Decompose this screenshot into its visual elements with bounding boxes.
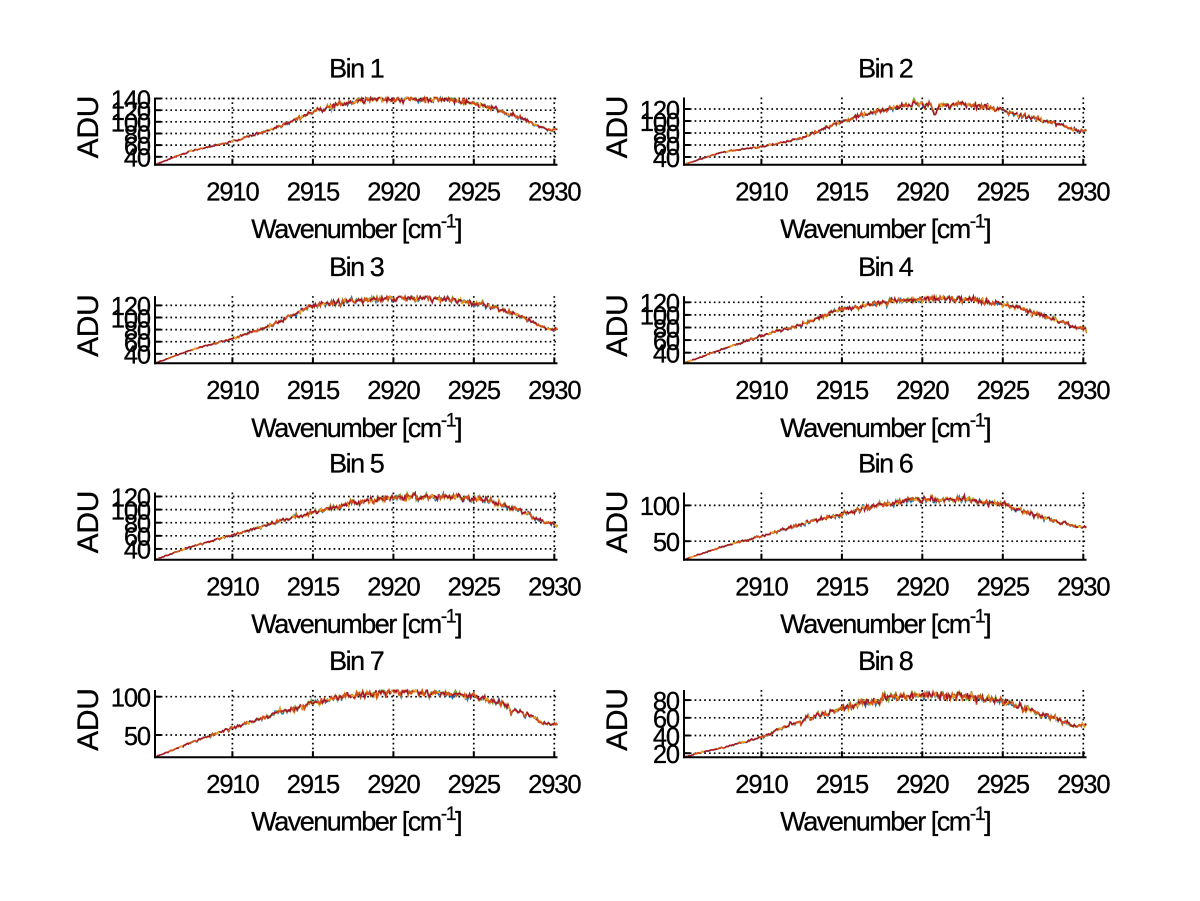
svg-text:2910: 2910	[206, 771, 259, 799]
svg-text:Bin 2: Bin 2	[858, 54, 913, 84]
svg-text:2910: 2910	[735, 771, 788, 799]
svg-text:ADU: ADU	[601, 688, 634, 750]
svg-text:2910: 2910	[735, 179, 788, 207]
svg-text:Bin 4: Bin 4	[858, 252, 914, 282]
svg-text:120: 120	[640, 97, 680, 125]
svg-text:Bin 3: Bin 3	[329, 252, 384, 282]
svg-text:120: 120	[111, 98, 151, 126]
svg-text:Wavenumber [cm-1]: Wavenumber [cm-1]	[780, 803, 990, 837]
svg-text:100: 100	[111, 497, 151, 525]
svg-text:Bin 5: Bin 5	[329, 449, 384, 479]
svg-text:2925: 2925	[448, 179, 501, 207]
svg-text:2930: 2930	[1057, 771, 1110, 799]
svg-text:2925: 2925	[448, 377, 501, 405]
svg-text:2915: 2915	[287, 771, 340, 799]
svg-text:140: 140	[111, 86, 151, 114]
svg-text:100: 100	[111, 685, 151, 713]
svg-text:ADU: ADU	[72, 294, 105, 356]
svg-text:2930: 2930	[1057, 179, 1110, 207]
svg-text:100: 100	[640, 109, 680, 137]
svg-text:Wavenumber [cm-1]: Wavenumber [cm-1]	[780, 211, 990, 245]
svg-text:2930: 2930	[528, 377, 581, 405]
svg-text:2920: 2920	[367, 771, 420, 799]
svg-text:40: 40	[653, 341, 680, 369]
svg-text:2915: 2915	[287, 377, 340, 405]
svg-text:100: 100	[640, 303, 680, 331]
svg-text:2925: 2925	[977, 771, 1030, 799]
svg-text:50: 50	[653, 529, 680, 557]
svg-text:2910: 2910	[206, 574, 259, 602]
svg-text:120: 120	[111, 484, 151, 512]
svg-text:Bin 6: Bin 6	[858, 449, 913, 479]
svg-text:2925: 2925	[448, 771, 501, 799]
svg-text:ADU: ADU	[601, 294, 634, 356]
svg-text:60: 60	[653, 328, 680, 356]
svg-text:2920: 2920	[896, 179, 949, 207]
svg-text:2930: 2930	[1057, 377, 1110, 405]
svg-text:100: 100	[640, 493, 680, 521]
svg-text:Bin 8: Bin 8	[858, 646, 913, 676]
svg-text:100: 100	[111, 305, 151, 333]
svg-text:2910: 2910	[735, 574, 788, 602]
svg-text:2915: 2915	[287, 179, 340, 207]
svg-text:Bin 1: Bin 1	[329, 54, 384, 84]
svg-text:40: 40	[653, 145, 680, 173]
svg-text:Wavenumber [cm-1]: Wavenumber [cm-1]	[251, 211, 461, 245]
svg-text:40: 40	[653, 723, 680, 751]
svg-text:Wavenumber [cm-1]: Wavenumber [cm-1]	[251, 606, 461, 640]
svg-text:Wavenumber [cm-1]: Wavenumber [cm-1]	[780, 606, 990, 640]
svg-text:60: 60	[653, 706, 680, 734]
svg-text:80: 80	[124, 511, 151, 539]
svg-text:2920: 2920	[896, 377, 949, 405]
svg-text:2920: 2920	[896, 574, 949, 602]
svg-text:120: 120	[111, 293, 151, 321]
svg-text:2920: 2920	[896, 771, 949, 799]
svg-text:2925: 2925	[448, 574, 501, 602]
svg-text:2920: 2920	[367, 179, 420, 207]
svg-text:2930: 2930	[528, 179, 581, 207]
svg-text:100: 100	[111, 110, 151, 138]
svg-text:2930: 2930	[528, 771, 581, 799]
svg-text:60: 60	[653, 133, 680, 161]
svg-text:Wavenumber [cm-1]: Wavenumber [cm-1]	[251, 409, 461, 443]
svg-text:2910: 2910	[206, 179, 259, 207]
svg-text:ADU: ADU	[72, 688, 105, 750]
svg-text:80: 80	[653, 315, 680, 343]
svg-text:2930: 2930	[1057, 574, 1110, 602]
svg-text:ADU: ADU	[601, 96, 634, 158]
svg-text:2915: 2915	[816, 377, 869, 405]
svg-text:2915: 2915	[816, 574, 869, 602]
svg-text:50: 50	[124, 723, 151, 751]
svg-text:60: 60	[124, 330, 151, 358]
svg-text:ADU: ADU	[72, 96, 105, 158]
svg-text:2915: 2915	[816, 179, 869, 207]
svg-text:2920: 2920	[367, 574, 420, 602]
svg-text:ADU: ADU	[72, 491, 105, 553]
svg-text:40: 40	[124, 342, 151, 370]
svg-text:80: 80	[124, 121, 151, 149]
svg-text:2920: 2920	[367, 377, 420, 405]
svg-text:ADU: ADU	[601, 491, 634, 553]
svg-text:2925: 2925	[977, 179, 1030, 207]
svg-text:2925: 2925	[977, 574, 1030, 602]
svg-text:Bin 7: Bin 7	[329, 646, 384, 676]
svg-text:2915: 2915	[287, 574, 340, 602]
svg-text:80: 80	[653, 688, 680, 716]
svg-text:120: 120	[640, 290, 680, 318]
svg-text:80: 80	[124, 317, 151, 345]
svg-text:60: 60	[124, 133, 151, 161]
svg-text:40: 40	[124, 537, 151, 565]
svg-text:2925: 2925	[977, 377, 1030, 405]
svg-text:40: 40	[124, 145, 151, 173]
svg-text:60: 60	[124, 524, 151, 552]
svg-text:20: 20	[653, 741, 680, 769]
svg-text:Wavenumber [cm-1]: Wavenumber [cm-1]	[251, 803, 461, 837]
svg-text:Wavenumber [cm-1]: Wavenumber [cm-1]	[780, 409, 990, 443]
svg-text:2915: 2915	[816, 771, 869, 799]
svg-text:2910: 2910	[735, 377, 788, 405]
svg-text:2930: 2930	[528, 574, 581, 602]
svg-text:80: 80	[653, 121, 680, 149]
svg-text:2910: 2910	[206, 377, 259, 405]
